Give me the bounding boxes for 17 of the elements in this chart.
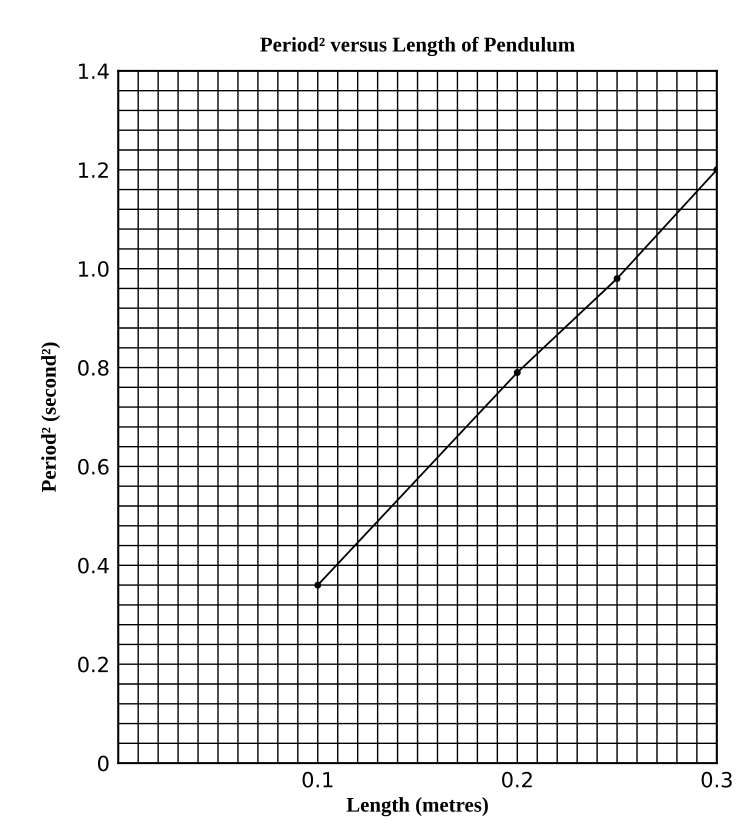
y-tick-label: 0.4 [78,558,109,574]
x-tick-label: 0.2 [502,772,532,788]
x-tick-label: 0.3 [702,772,732,788]
y-tick-label: 1.4 [79,64,109,79]
y-tick-label: 1.0 [79,261,109,277]
y-tick-label: 0.8 [78,360,108,376]
y-tick-label: 0 [98,756,109,772]
point [314,582,322,589]
x-tick-label: 0.1 [302,772,332,788]
x-axis-title: Length (metres) [346,797,488,816]
y-axis-title: Period² (second²) [41,342,60,492]
y-tick-label: 1.2 [79,162,108,178]
chart-title: Period² versus Length of Pendulum [260,36,575,56]
point [614,275,621,282]
y-tick-label: 0.6 [78,458,109,475]
point [514,369,521,376]
y-tick-label: 0.2 [78,656,108,672]
